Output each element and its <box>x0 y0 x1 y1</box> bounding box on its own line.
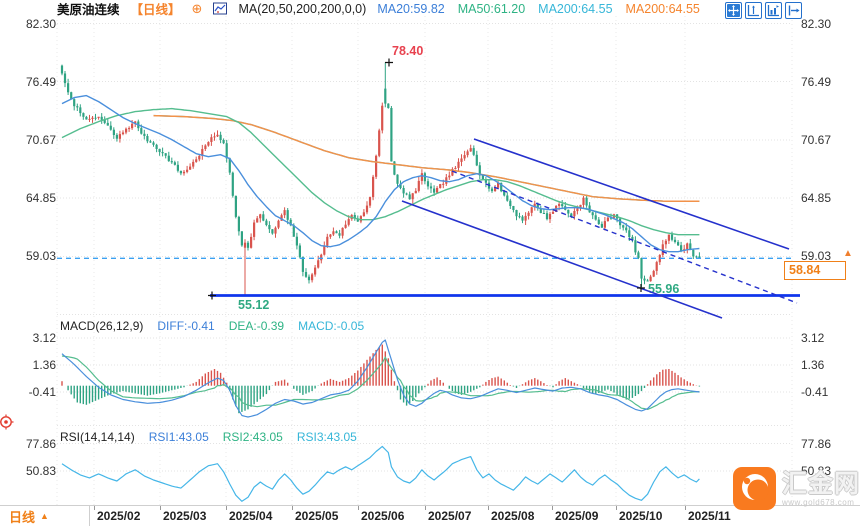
month-tick <box>358 506 359 510</box>
month-tick <box>616 506 617 510</box>
time-axis-bar: 日线 ▲ 2025/02 2025/03 2025/04 2025/05 2025/06… <box>0 505 860 526</box>
month-label: 2025/04 <box>229 509 273 523</box>
ma-value-3: MA200:64.55 <box>625 1 700 16</box>
ma-values: MA20:59.82 MA50:61.20 MA200:64.55 MA200:64.… <box>377 2 700 16</box>
macd-header: MACD(26,12,9) DIFF:-0.41 DEA:-0.39 MACD:-0… <box>60 319 364 333</box>
month-label: 2025/05 <box>295 509 339 523</box>
last-price-value: 58.84 <box>789 263 821 277</box>
month-label: 2025/08 <box>491 509 535 523</box>
scroll-to-latest-icon[interactable] <box>785 2 802 19</box>
axis-scale-icon[interactable] <box>745 2 762 19</box>
axis-fit-icon[interactable] <box>765 2 782 19</box>
month-tick <box>425 506 426 510</box>
ma-param-label: MA(20,50,200,200,0,0) <box>238 1 367 16</box>
rsi-values: RSI1:43.05 RSI2:43.05 RSI3:43.05 <box>149 430 357 444</box>
ma-value-0: MA20:59.82 <box>377 1 445 16</box>
candle-chart-icon <box>213 2 228 15</box>
logo-name: 汇金网 <box>782 470 860 498</box>
pan-icon[interactable] <box>725 2 742 19</box>
month-tick <box>552 506 553 510</box>
month-label: 2025/03 <box>163 509 207 523</box>
latest-price-marker-icon[interactable]: ▲ <box>843 248 853 259</box>
period-label: 日线 <box>9 509 36 525</box>
add-indicator-icon[interactable]: ⊕ <box>191 0 203 16</box>
period-selector[interactable]: 日线 ▲ <box>0 506 90 526</box>
ma-value-1: MA50:61.20 <box>457 1 526 16</box>
rsi-value-0: RSI1:43.05 <box>148 430 209 444</box>
period-tag: 【日线】 <box>130 3 181 17</box>
rsi-title: RSI(14,14,14) <box>60 430 135 444</box>
site-logo: 汇金网 www.gold678.com <box>733 467 860 510</box>
logo-site-url: www.gold678.com <box>782 498 855 507</box>
month-label: 2025/02 <box>97 509 141 523</box>
month-label: 2025/07 <box>428 509 472 523</box>
month-tick <box>94 506 95 510</box>
month-label: 2025/09 <box>555 509 599 523</box>
macd-value-0: DIFF:-0.41 <box>157 319 215 333</box>
macd-value-1: DEA:-0.39 <box>228 319 285 333</box>
symbol-name: 美原油连续 <box>57 3 120 17</box>
rsi-value-2: RSI3:43.05 <box>296 430 357 444</box>
chart-header: 美原油连续 【日线】 ⊕ MA(20,50,200,200,0,0) MA20:… <box>57 0 700 18</box>
month-tick <box>160 506 161 510</box>
period-dropdown-arrow-icon: ▲ <box>40 511 49 521</box>
ma-value-2: MA200:64.55 <box>538 1 613 16</box>
macd-value-2: MACD:-0.05 <box>298 319 365 333</box>
rsi-value-1: RSI2:43.05 <box>222 430 283 444</box>
month-label: 2025/06 <box>361 509 405 523</box>
last-price-box: 58.84 <box>784 261 846 280</box>
chart-toolbar <box>725 2 802 19</box>
month-tick <box>685 506 686 510</box>
watermark-sun-icon <box>0 413 15 436</box>
macd-values: DIFF:-0.41 DEA:-0.39 MACD:-0.05 <box>157 319 364 333</box>
month-label: 2025/11 <box>688 509 731 523</box>
month-tick <box>488 506 489 510</box>
macd-title: MACD(26,12,9) <box>60 319 144 333</box>
month-label: 2025/10 <box>619 509 663 523</box>
month-tick <box>226 506 227 510</box>
month-tick <box>292 506 293 510</box>
rsi-header: RSI(14,14,14) RSI1:43.05 RSI2:43.05 RSI3:4… <box>60 430 357 444</box>
logo-mark-icon <box>733 467 776 510</box>
